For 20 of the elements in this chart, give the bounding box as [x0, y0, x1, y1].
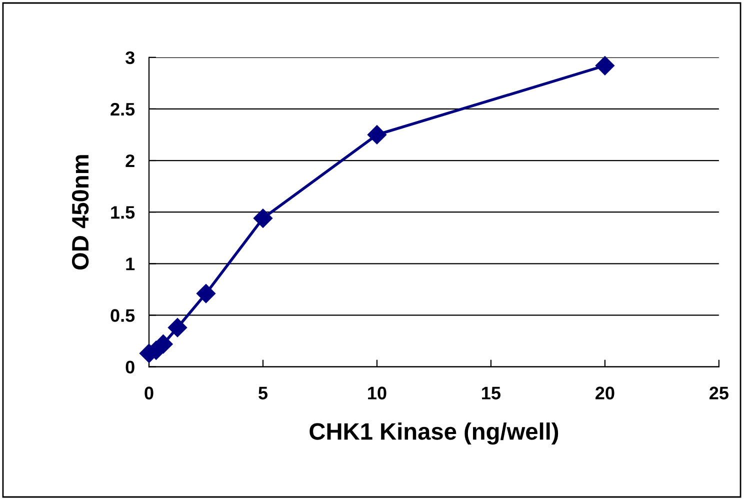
- point: [253, 208, 273, 228]
- y-tick-label: 1: [126, 258, 135, 270]
- x-tick-label: 20: [596, 386, 614, 400]
- x-axis-title: CHK1 Kinase (ng/well): [310, 422, 558, 445]
- y-tick-label: 0.5: [110, 309, 135, 322]
- point: [595, 56, 614, 76]
- y-tick-label: 2.5: [110, 102, 135, 116]
- y-tick-label: 0: [126, 360, 134, 374]
- x-tick-label: 10: [368, 386, 386, 400]
- x-tick-label: 15: [482, 386, 500, 400]
- point: [196, 284, 216, 304]
- x-tick-label: 0: [144, 386, 154, 400]
- x-tick-label: 5: [258, 386, 268, 400]
- y-tick-label: 2: [126, 154, 134, 168]
- y-tick-label: 3: [125, 51, 134, 64]
- point: [168, 318, 188, 338]
- y-axis-title: OD 450nm: [72, 155, 89, 270]
- y-tick-label: 1.5: [111, 206, 135, 219]
- point: [367, 125, 387, 144]
- x-tick-label: 25: [710, 386, 728, 400]
